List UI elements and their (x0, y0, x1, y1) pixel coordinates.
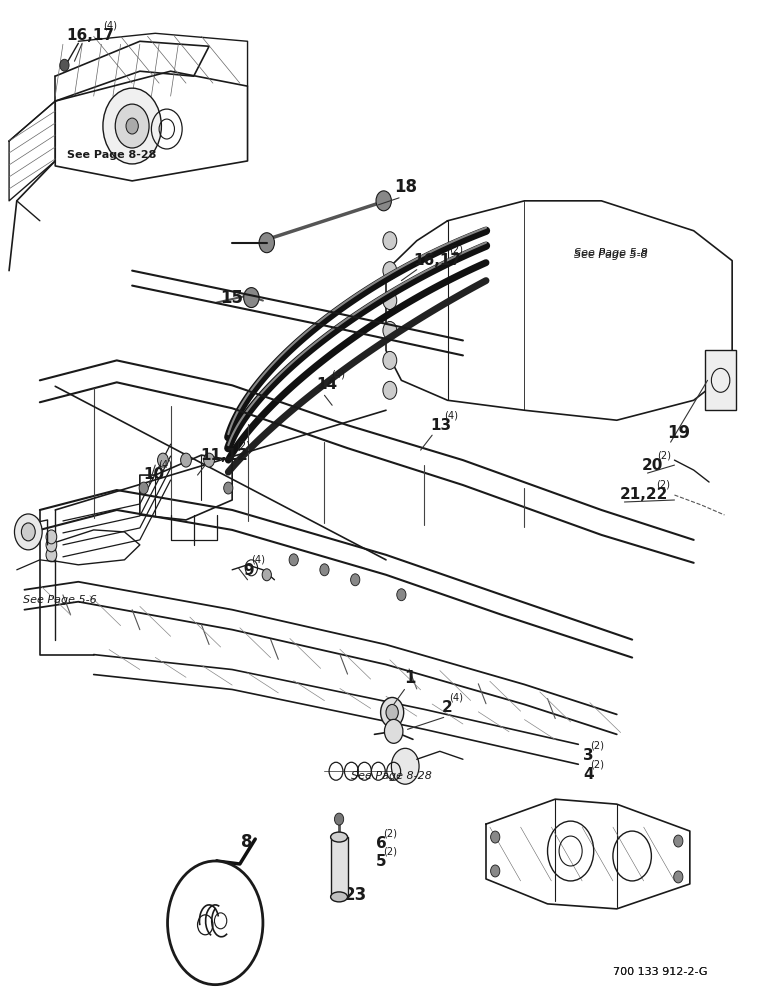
Text: See Page 5-6: See Page 5-6 (23, 595, 96, 605)
Circle shape (383, 321, 397, 339)
Text: 16,17: 16,17 (66, 28, 115, 43)
Text: 7: 7 (208, 936, 218, 951)
Text: 700 133 912-2-G: 700 133 912-2-G (613, 967, 707, 977)
Text: 19: 19 (667, 424, 690, 442)
Text: 15: 15 (221, 289, 244, 307)
Text: (2): (2) (657, 450, 671, 460)
Text: (4): (4) (445, 410, 459, 420)
Circle shape (491, 831, 499, 843)
Text: 6: 6 (376, 836, 387, 851)
Text: See Page 8-28: See Page 8-28 (66, 150, 156, 160)
Text: (2): (2) (449, 245, 463, 255)
Circle shape (383, 292, 397, 310)
Text: 700 133 912-2-G: 700 133 912-2-G (613, 967, 707, 977)
Circle shape (46, 530, 57, 544)
Bar (706, 350, 736, 410)
Text: 2: 2 (442, 700, 452, 715)
Circle shape (383, 351, 397, 369)
Text: (2): (2) (656, 479, 670, 489)
Circle shape (376, 191, 391, 211)
Circle shape (383, 232, 397, 250)
Circle shape (126, 118, 138, 134)
Circle shape (350, 574, 360, 586)
Circle shape (181, 453, 191, 467)
Circle shape (157, 453, 168, 467)
Circle shape (391, 748, 419, 784)
Text: 5: 5 (376, 854, 387, 869)
Text: (4): (4) (331, 369, 345, 379)
Circle shape (320, 564, 329, 576)
Circle shape (224, 482, 233, 494)
Text: 10: 10 (144, 467, 164, 482)
Circle shape (383, 262, 397, 280)
Circle shape (139, 482, 148, 494)
Text: (2): (2) (384, 846, 398, 856)
Text: (4): (4) (103, 20, 117, 30)
Ellipse shape (330, 832, 347, 842)
Text: 23: 23 (344, 886, 367, 904)
Circle shape (674, 835, 683, 847)
Text: (2): (2) (236, 440, 250, 450)
Bar (330, 837, 347, 897)
Circle shape (259, 233, 275, 253)
Text: (4): (4) (251, 555, 265, 565)
Text: 20: 20 (642, 458, 663, 473)
Circle shape (103, 88, 161, 164)
Circle shape (204, 453, 215, 467)
Circle shape (60, 59, 69, 71)
Text: 18: 18 (394, 178, 417, 196)
Circle shape (334, 813, 344, 825)
Text: 13: 13 (430, 418, 451, 433)
Circle shape (674, 871, 683, 883)
Text: (4): (4) (449, 692, 462, 702)
Circle shape (491, 865, 499, 877)
Circle shape (22, 523, 36, 541)
Text: (2): (2) (591, 759, 604, 769)
Circle shape (15, 514, 42, 550)
Text: 14: 14 (317, 377, 338, 392)
Text: (2): (2) (384, 828, 398, 838)
Circle shape (384, 719, 403, 743)
Circle shape (381, 697, 404, 727)
Ellipse shape (330, 892, 347, 902)
Text: 4: 4 (583, 767, 594, 782)
Text: (4): (4) (158, 459, 172, 469)
Text: 9: 9 (244, 563, 254, 578)
Text: 21,22: 21,22 (620, 487, 669, 502)
Text: 3: 3 (583, 748, 594, 763)
Circle shape (168, 861, 263, 985)
Circle shape (289, 554, 298, 566)
Text: (4): (4) (215, 928, 229, 938)
Circle shape (262, 569, 272, 581)
Circle shape (244, 288, 259, 308)
Text: 8: 8 (242, 833, 253, 851)
Text: See Page 8-28: See Page 8-28 (351, 771, 432, 781)
Text: See Page 5-8: See Page 5-8 (574, 248, 648, 258)
Text: 11,12: 11,12 (200, 448, 248, 463)
Circle shape (383, 381, 397, 399)
Text: 16,17: 16,17 (413, 253, 461, 268)
Text: 1: 1 (405, 669, 416, 687)
Circle shape (115, 104, 149, 148)
Circle shape (46, 548, 57, 562)
Text: (2): (2) (591, 740, 604, 750)
Circle shape (46, 538, 57, 552)
Circle shape (386, 704, 398, 720)
Text: See Page 5-8: See Page 5-8 (574, 250, 648, 260)
Circle shape (397, 589, 406, 601)
